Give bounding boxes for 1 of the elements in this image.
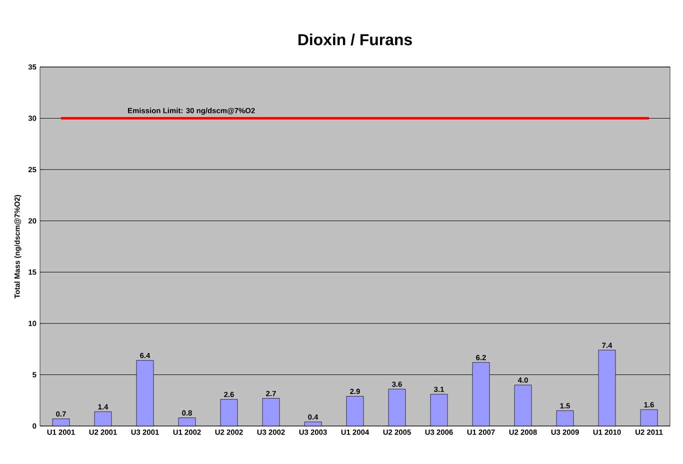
chart-title: Dioxin / Furans xyxy=(298,34,412,46)
